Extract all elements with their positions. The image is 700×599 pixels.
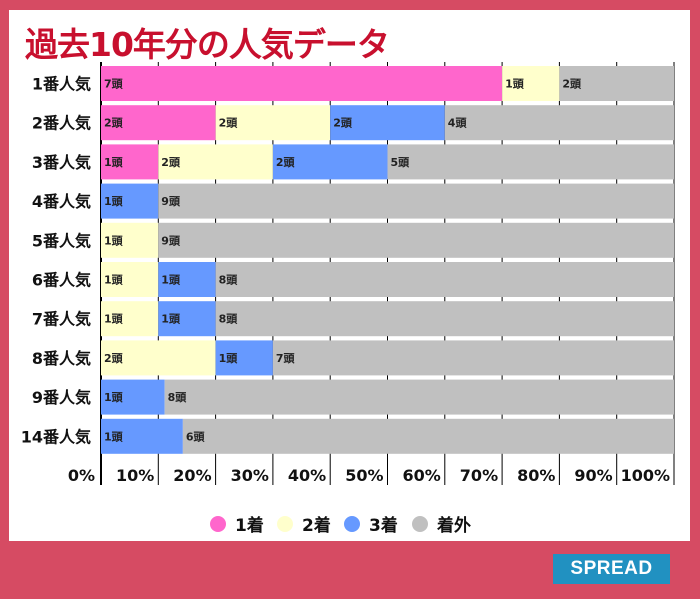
bar-着外 [215,301,674,337]
bar-着外 [387,144,674,180]
bar-着外 [182,418,674,454]
bar-2着 [101,340,216,376]
x-tick-label: 70% [460,466,498,485]
bar-3着 [101,418,183,454]
bar-着外 [158,183,675,219]
bar-3着 [158,262,216,297]
bar-label: 1頭 [161,274,181,287]
bar-label: 1頭 [219,352,239,365]
bar-label: 8頭 [219,274,239,287]
bar-label: 2頭 [219,117,239,130]
chart-title: 過去10年分の人気データ [25,25,390,64]
legend-marker [277,516,293,532]
bar-label: 2頭 [562,78,582,91]
category-label: 7番人気 [32,310,91,329]
category-label: 9番人気 [32,388,91,407]
category-label: 2番人気 [32,114,91,133]
category-label: 8番人気 [32,349,91,368]
bar-label: 6頭 [186,430,206,443]
bar-label: 1頭 [505,78,525,91]
x-tick-label: 20% [173,466,211,485]
x-tick-label: 90% [574,466,612,485]
bar-label: 2頭 [161,156,181,169]
legend-label: 着外 [436,515,471,536]
x-tick-label: 10% [116,466,154,485]
bar-label: 1頭 [104,274,124,287]
bar-label: 7頭 [276,352,296,365]
legend-marker [344,516,360,532]
x-tick-label: 0% [68,466,95,485]
bar-着外 [559,66,674,101]
legend-label: 3着 [369,515,398,536]
bar-2着 [101,222,159,258]
bar-着外 [444,105,674,141]
bar-2着 [158,144,273,180]
bar-着外 [215,262,674,297]
spread-logo[interactable]: SPREAD [553,554,670,584]
x-tick-label: 50% [345,466,383,485]
legend-label: 1着 [235,515,264,536]
bar-label: 4頭 [448,117,468,130]
bar-label: 1頭 [104,430,124,443]
bar-label: 1頭 [104,391,124,404]
bar-1着 [101,144,159,180]
bar-label: 5頭 [391,156,411,169]
bar-label: 8頭 [219,313,239,326]
category-label: 14番人気 [21,427,91,446]
bar-3着 [272,144,388,180]
bar-3着 [158,301,216,337]
bar-着外 [164,379,674,415]
bar-label: 1頭 [104,195,124,208]
bar-着外 [158,222,675,258]
bar-label: 2頭 [104,117,124,130]
bar-1着 [101,66,503,101]
category-label: 1番人気 [32,75,91,94]
bar-label: 1頭 [104,156,124,169]
bar-2着 [101,301,159,337]
bar-3着 [215,340,273,376]
x-tick-label: 100% [621,466,670,485]
bar-label: 2頭 [104,352,124,365]
bar-label: 1頭 [161,313,181,326]
bar-2着 [215,105,331,141]
legend-marker [210,516,226,532]
bar-label: 1頭 [104,313,124,326]
bar-2着 [502,66,560,101]
bar-label: 1頭 [104,234,124,247]
legend-label: 2着 [302,515,331,536]
bar-label: 9頭 [161,234,181,247]
x-tick-label: 60% [403,466,441,485]
bar-label: 2頭 [333,117,353,130]
legend-marker [412,516,428,532]
bar-2着 [101,262,159,297]
x-tick-label: 80% [517,466,555,485]
x-tick-label: 30% [231,466,269,485]
bar-3着 [101,183,159,219]
category-label: 4番人気 [32,192,91,211]
category-label: 6番人気 [32,271,91,290]
bar-label: 2頭 [276,156,296,169]
bar-label: 8頭 [168,391,188,404]
bar-着外 [272,340,674,376]
bar-1着 [101,105,216,141]
bar-3着 [330,105,445,141]
category-label: 3番人気 [32,153,91,172]
x-tick-label: 40% [288,466,326,485]
bar-3着 [101,379,165,415]
category-label: 5番人気 [32,231,91,250]
bar-label: 9頭 [161,195,181,208]
bar-label: 7頭 [104,78,124,91]
